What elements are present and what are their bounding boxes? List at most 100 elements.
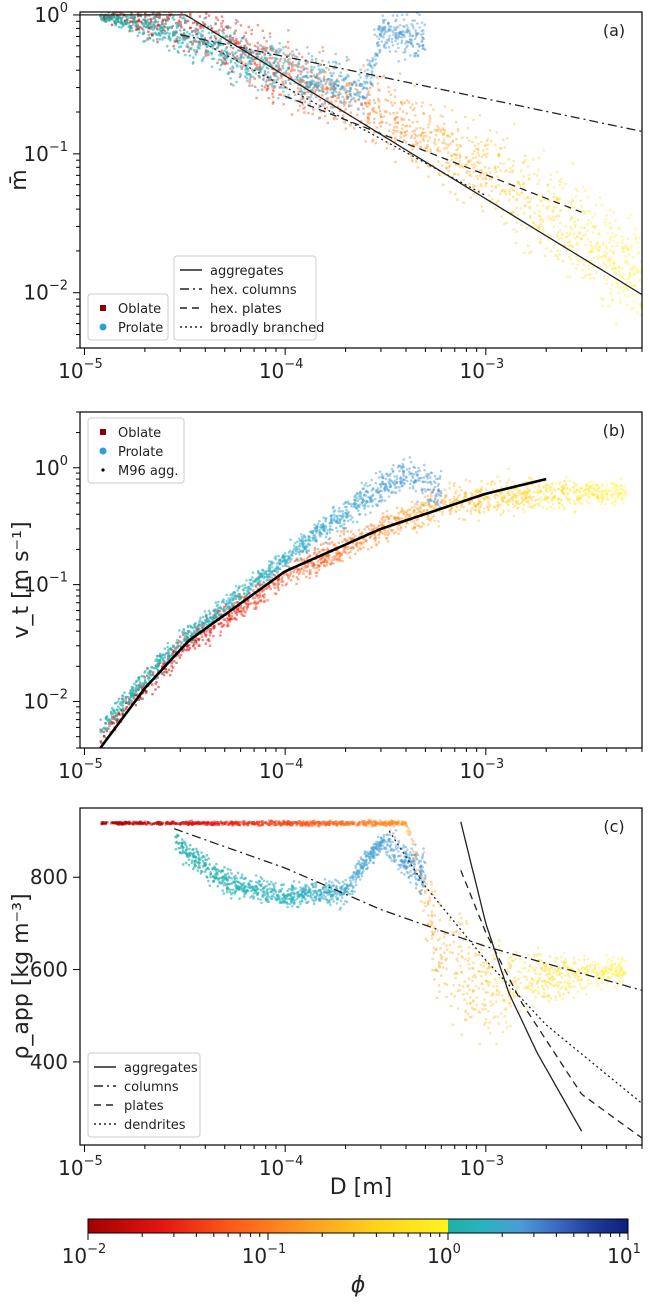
scatter-point-oblate xyxy=(554,254,557,257)
scatter-point-oblate xyxy=(480,205,483,208)
scatter-point-prolate xyxy=(386,22,390,26)
scatter-point-prolate xyxy=(176,50,180,53)
scatter-point-prolate xyxy=(177,23,180,27)
scatter-point-oblate xyxy=(244,62,247,66)
scatter-point-oblate xyxy=(513,495,516,498)
scatter-point-prolate xyxy=(387,22,390,25)
scatter-point-oblate xyxy=(619,492,623,495)
scatter-point-oblate xyxy=(438,150,441,153)
scatter-point-oblate xyxy=(604,223,607,227)
scatter-point-oblate xyxy=(553,489,557,492)
scatter-point-oblate xyxy=(512,228,515,231)
scatter-point-oblate xyxy=(430,505,433,509)
scatter-point-oblate xyxy=(501,208,504,212)
scatter-point-oblate xyxy=(528,505,531,508)
scatter-point-oblate xyxy=(161,18,165,21)
scatter-point-oblate xyxy=(309,99,312,102)
scatter-point-oblate xyxy=(598,245,601,248)
scatter-point-oblate xyxy=(445,167,449,170)
scatter-point-oblate xyxy=(408,508,412,511)
scatter-point-prolate xyxy=(226,72,230,76)
scatter-point-prolate xyxy=(383,43,387,46)
scatter-point-oblate xyxy=(542,485,546,489)
scatter-point-prolate xyxy=(362,112,365,115)
scatter-point-oblate xyxy=(332,562,335,565)
scatter-point-oblate xyxy=(352,532,355,536)
scatter-point-oblate xyxy=(472,118,475,122)
scatter-point-oblate xyxy=(524,489,527,492)
scatter-point-prolate xyxy=(352,97,356,100)
scatter-point-oblate xyxy=(185,643,188,647)
scatter-point-oblate xyxy=(107,12,110,14)
scatter-point-oblate xyxy=(562,492,566,495)
scatter-point-oblate xyxy=(272,100,275,104)
scatter-point-oblate xyxy=(371,139,374,143)
scatter-point-oblate xyxy=(390,522,393,525)
scatter-point-prolate xyxy=(131,23,135,26)
scatter-point-oblate xyxy=(394,516,398,519)
scatter-point-oblate xyxy=(442,128,445,132)
scatter-point-oblate xyxy=(485,495,488,499)
scatter-point-prolate xyxy=(156,28,159,31)
scatter-point-prolate xyxy=(261,45,265,49)
scatter-point-oblate xyxy=(300,55,304,59)
scatter-point-oblate xyxy=(357,107,360,110)
scatter-point-oblate xyxy=(365,539,368,543)
scatter-point-oblate xyxy=(290,69,293,73)
scatter-point-oblate xyxy=(393,118,397,121)
scatter-point-prolate xyxy=(251,51,255,54)
scatter-point-oblate xyxy=(595,495,599,498)
scatter-point-oblate xyxy=(613,503,616,507)
scatter-point-oblate xyxy=(378,524,381,527)
scatter-point-prolate xyxy=(349,87,353,90)
scatter-point-oblate xyxy=(531,158,535,161)
scatter-point-prolate xyxy=(408,467,411,470)
scatter-point-oblate xyxy=(128,29,131,33)
scatter-point-oblate xyxy=(289,579,293,582)
scatter-point-oblate xyxy=(378,89,381,92)
scatter-point-prolate xyxy=(136,34,140,37)
scatter-point-oblate xyxy=(629,247,632,250)
scatter-point-oblate xyxy=(242,608,245,611)
scatter-point-oblate xyxy=(613,271,616,274)
legend-label: hex. plates xyxy=(210,302,282,317)
scatter-point-prolate xyxy=(401,464,405,467)
scatter-point-oblate xyxy=(338,109,342,112)
scatter-point-prolate xyxy=(257,74,261,78)
scatter-point-oblate xyxy=(517,182,520,186)
scatter-point-oblate xyxy=(443,147,446,150)
scatter-point-prolate xyxy=(387,489,391,492)
scatter-point-oblate xyxy=(170,665,173,668)
scatter-point-oblate xyxy=(357,535,361,539)
scatter-point-oblate xyxy=(500,190,503,193)
scatter-point-prolate xyxy=(369,80,372,83)
scatter-point-oblate xyxy=(411,527,414,530)
scatter-point-oblate xyxy=(585,492,589,496)
scatter-point-prolate xyxy=(376,40,380,44)
scatter-point-oblate xyxy=(537,498,541,501)
scatter-point-oblate xyxy=(288,67,291,70)
scatter-point-oblate xyxy=(424,501,428,505)
scatter-point-prolate xyxy=(316,86,319,89)
scatter-point-oblate xyxy=(493,482,497,485)
scatter-point-prolate xyxy=(279,57,283,61)
scatter-point-oblate xyxy=(175,37,178,41)
scatter-point-prolate xyxy=(384,472,388,475)
scatter-point-prolate xyxy=(411,45,415,48)
scatter-point-oblate xyxy=(276,585,279,588)
scatter-point-oblate xyxy=(302,107,305,110)
scatter-point-oblate xyxy=(428,117,432,120)
scatter-point-oblate xyxy=(281,584,284,587)
scatter-point-oblate xyxy=(442,131,446,135)
scatter-point-prolate xyxy=(222,61,226,64)
scatter-point-prolate xyxy=(436,498,440,502)
scatter-point-prolate xyxy=(393,28,396,32)
scatter-point-oblate xyxy=(557,214,560,218)
scatter-point-oblate xyxy=(420,105,423,108)
scatter-point-oblate xyxy=(587,490,591,493)
scatter-point-oblate xyxy=(556,234,559,237)
scatter-point-oblate xyxy=(161,662,165,665)
scatter-point-oblate xyxy=(505,491,508,494)
scatter-point-prolate xyxy=(273,56,277,60)
scatter-point-oblate xyxy=(560,180,563,184)
